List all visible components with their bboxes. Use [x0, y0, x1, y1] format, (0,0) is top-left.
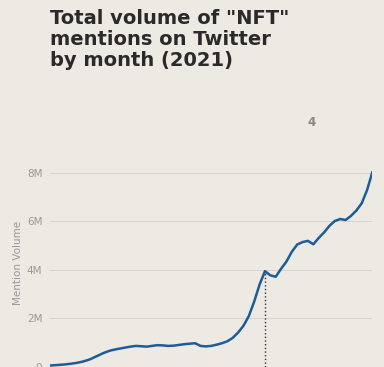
- Y-axis label: Mention Volume: Mention Volume: [13, 221, 23, 305]
- Text: 4: 4: [307, 116, 315, 128]
- Text: Total volume of "NFT"
mentions on Twitter
by month (2021): Total volume of "NFT" mentions on Twitte…: [50, 9, 289, 70]
